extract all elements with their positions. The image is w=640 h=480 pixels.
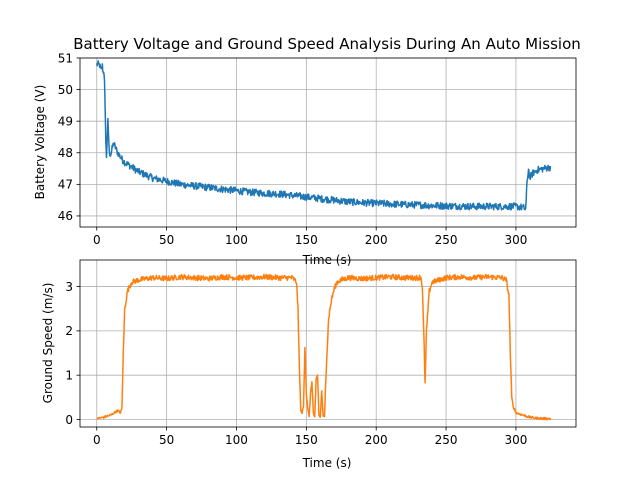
speed-x-axis-label: Time (s): [302, 456, 352, 470]
chart-title: Battery Voltage and Ground Speed Analysi…: [73, 35, 581, 53]
voltage-x-tick-label: 0: [93, 233, 101, 247]
speed-y-tick-label: 3: [65, 280, 73, 294]
voltage-y-tick-label: 46: [58, 209, 73, 223]
speed-series-line: [96, 273, 552, 421]
speed-x-tick-label: 100: [225, 433, 248, 447]
speed-x-tick-label: 250: [435, 433, 458, 447]
speed-x-tick-label: 150: [295, 433, 318, 447]
voltage-y-tick-label: 51: [58, 51, 73, 65]
voltage-x-tick-label: 300: [504, 233, 527, 247]
speed-axes: 0 50 100 150 200 250 300 0 1 2 3: [65, 259, 577, 447]
speed-y-tick-label: 2: [65, 324, 73, 338]
speed-y-tick-label: 1: [65, 368, 73, 382]
speed-x-tick-label: 50: [159, 433, 174, 447]
voltage-y-tick-label: 49: [58, 114, 73, 128]
voltage-y-tick-label: 47: [58, 178, 73, 192]
voltage-y-tick-label: 50: [58, 83, 73, 97]
voltage-x-tick-label: 200: [365, 233, 388, 247]
voltage-x-axis-label: Time (s): [302, 253, 352, 267]
speed-x-tick-label: 200: [365, 433, 388, 447]
speed-x-tick-label: 300: [504, 433, 527, 447]
speed-axes-frame: [79, 259, 577, 428]
voltage-series-line: [96, 60, 552, 211]
voltage-y-tick-label: 48: [58, 146, 73, 160]
voltage-x-tick-label: 150: [295, 233, 318, 247]
voltage-x-tick-label: 50: [159, 233, 174, 247]
voltage-x-tick-label: 100: [225, 233, 248, 247]
voltage-axes-frame: [79, 57, 577, 228]
speed-y-axis-label: Ground Speed (m/s): [41, 283, 55, 404]
speed-x-tick-label: 0: [93, 433, 101, 447]
speed-y-tick-label: 0: [65, 413, 73, 427]
voltage-x-tick-label: 250: [435, 233, 458, 247]
voltage-axes: 0 50 100 150 200 250 300 46 47 48 49 50 51: [58, 51, 577, 247]
voltage-y-axis-label: Battery Voltage (V): [33, 85, 47, 200]
